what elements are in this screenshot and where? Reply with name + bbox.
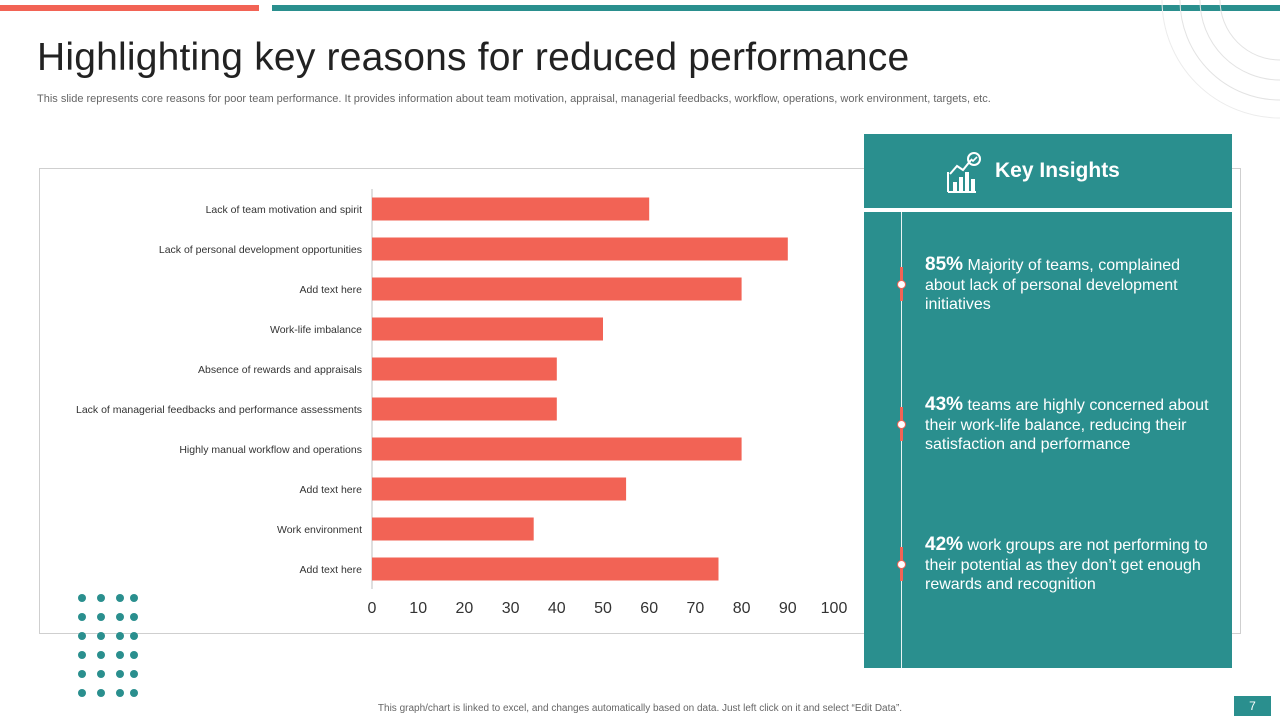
x-tick-label: 40 [548, 600, 566, 617]
insight-item: 42% work groups are not performing to th… [925, 535, 1215, 595]
timeline-dot [897, 420, 906, 429]
x-tick-label: 20 [456, 600, 474, 617]
insight-text: teams are highly concerned about their w… [925, 397, 1209, 453]
category-label: Work environment [277, 524, 362, 536]
key-insights-panel: Key Insights 85% Majority of teams, comp… [864, 134, 1232, 668]
bar[interactable] [372, 477, 627, 501]
bar[interactable] [372, 317, 603, 341]
bar[interactable] [372, 237, 788, 261]
category-label: Add text here [300, 284, 363, 296]
x-tick-label: 90 [779, 600, 797, 617]
category-label: Lack of team motivation and spirit [206, 204, 362, 216]
bar[interactable] [372, 397, 557, 421]
top-accent-bar-coral [0, 5, 259, 11]
x-tick-label: 10 [409, 600, 427, 617]
category-label: Absence of rewards and appraisals [198, 364, 362, 376]
chart-growth-icon [947, 152, 981, 193]
page-title: Highlighting key reasons for reduced per… [37, 36, 910, 79]
x-tick-label: 0 [368, 600, 377, 617]
insights-title: Key Insights [995, 159, 1120, 182]
category-label: Work-life imbalance [270, 324, 362, 336]
page-number: 7 [1234, 696, 1271, 716]
insights-header: Key Insights [864, 134, 1232, 208]
bar[interactable] [372, 557, 719, 581]
insight-percent: 85% [925, 254, 964, 275]
decorative-arcs [1161, 0, 1280, 119]
insight-item: 43% teams are highly concerned about the… [925, 395, 1215, 455]
bar[interactable] [372, 517, 534, 541]
category-label: Lack of personal development opportuniti… [159, 244, 362, 256]
insight-text: work groups are not performing to their … [925, 537, 1208, 593]
insight-text: Majority of teams, complained about lack… [925, 257, 1181, 313]
category-label: Highly manual workflow and operations [179, 444, 362, 456]
timeline-dot [897, 560, 906, 569]
category-label: Add text here [300, 484, 363, 496]
x-tick-label: 50 [594, 600, 612, 617]
bar-chart[interactable]: Lack of team motivation and spirit Lack o… [40, 169, 1240, 633]
bar[interactable] [372, 437, 742, 461]
x-tick-label: 30 [502, 600, 520, 617]
insights-separator [864, 208, 1232, 212]
chart-frame: Lack of team motivation and spirit Lack o… [39, 168, 1241, 634]
decorative-dot-grid [78, 594, 138, 697]
insight-percent: 42% [925, 534, 964, 555]
bar[interactable] [372, 197, 650, 221]
page-subtitle: This slide represents core reasons for p… [37, 93, 991, 105]
bar[interactable] [372, 277, 742, 301]
category-label: Lack of managerial feedbacks and perform… [76, 404, 362, 416]
x-tick-label: 100 [821, 600, 848, 617]
x-tick-label: 80 [733, 600, 751, 617]
insight-item: 85% Majority of teams, complained about … [925, 255, 1215, 315]
footer-note: This graph/chart is linked to excel, and… [377, 703, 903, 714]
x-tick-label: 60 [640, 600, 658, 617]
x-tick-label: 70 [687, 600, 705, 617]
bar[interactable] [372, 357, 557, 381]
insight-percent: 43% [925, 394, 964, 415]
timeline-dot [897, 280, 906, 289]
category-label: Add text here [300, 564, 363, 576]
top-accent-bar-teal [272, 5, 1280, 11]
